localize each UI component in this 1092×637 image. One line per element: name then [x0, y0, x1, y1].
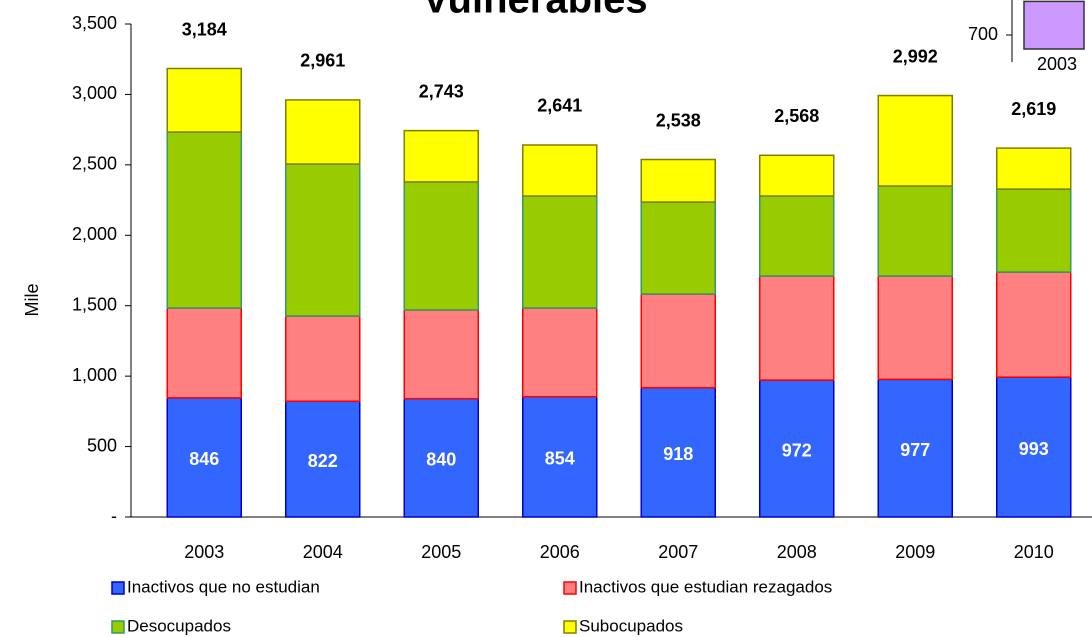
- bar-segment: [640, 386, 716, 518]
- total-label: 2,568: [774, 106, 819, 126]
- y-tick-label: 1,500: [72, 294, 117, 314]
- x-tick-label: 2003: [184, 542, 224, 562]
- x-tick-label: 2009: [895, 542, 935, 562]
- data-label: 840: [426, 450, 456, 470]
- y-tick-label: 1,000: [72, 365, 117, 385]
- x-tick-label: 2006: [540, 542, 580, 562]
- x-tick-label: 2008: [777, 542, 817, 562]
- y-axis-label: Mile: [22, 283, 42, 316]
- legend-label: Subocupados: [579, 616, 683, 635]
- total-label: 2,641: [537, 96, 582, 116]
- legend-label: Desocupados: [127, 616, 231, 635]
- x-tick-label: 2010: [1014, 542, 1054, 562]
- bar-segment: [166, 67, 242, 133]
- bar-segment: [285, 163, 361, 317]
- legend-swatch: [563, 581, 577, 595]
- data-label: 822: [308, 451, 338, 471]
- bar-segment: [996, 188, 1072, 273]
- bar-segment: [759, 379, 835, 518]
- bar-segment: [522, 144, 598, 197]
- y-tick-label: 500: [87, 435, 117, 455]
- bar-segment: [522, 307, 598, 398]
- bar-segment: [285, 315, 361, 402]
- bar-segment: [759, 275, 835, 381]
- bar-segment: [640, 158, 716, 203]
- bar-segment: [403, 397, 479, 518]
- data-label: 977: [900, 440, 930, 460]
- total-label: 2,992: [893, 46, 938, 66]
- bar-segment: [996, 271, 1072, 378]
- y-tick-label: 700: [968, 24, 998, 44]
- y-tick-label: 2,500: [72, 154, 117, 174]
- bar-segment: [640, 201, 716, 295]
- bar-segment: [166, 307, 242, 399]
- data-label: 972: [782, 440, 812, 460]
- bar-segment: [285, 400, 361, 518]
- data-label: 993: [1019, 439, 1049, 459]
- bar: [1023, 0, 1085, 50]
- data-label: 846: [189, 449, 219, 469]
- bar-segment: [877, 185, 953, 277]
- bar-segment: [759, 154, 835, 197]
- bar-segment: [996, 376, 1072, 518]
- y-tick-label: 3,000: [72, 83, 117, 103]
- y-tick-label: 2,000: [72, 224, 117, 244]
- legend-swatch: [111, 620, 125, 634]
- bar-segment: [403, 129, 479, 183]
- bar-segment: [640, 293, 716, 389]
- legend-label: Inactivos que estudian rezagados: [579, 577, 832, 596]
- legend-swatch: [111, 581, 125, 595]
- y-tick-label: 3,500: [72, 13, 117, 33]
- bar-segment: [403, 309, 479, 400]
- bar-segment: [522, 395, 598, 518]
- legend-swatch: [563, 620, 577, 634]
- bar-segment: [877, 275, 953, 381]
- x-tick-label: 2004: [303, 542, 343, 562]
- x-tick-label: 2003: [1037, 54, 1077, 74]
- bar-segment: [759, 195, 835, 277]
- bar-segment: [285, 99, 361, 165]
- bar-segment: [522, 195, 598, 309]
- data-label: 918: [663, 444, 693, 464]
- total-label: 3,184: [182, 19, 227, 39]
- bar-segment: [996, 147, 1072, 190]
- x-tick-label: 2007: [658, 542, 698, 562]
- x-tick-label: 2005: [421, 542, 461, 562]
- y-tick-label: -: [111, 506, 117, 526]
- bar-segment: [166, 131, 242, 309]
- legend-label: Inactivos que no estudian: [127, 577, 320, 596]
- chart-title: Vulnerables: [422, 0, 647, 22]
- bar-segment: [877, 378, 953, 518]
- data-label: 854: [545, 449, 575, 469]
- bar-segment: [403, 181, 479, 311]
- total-label: 2,961: [300, 51, 345, 71]
- total-label: 2,538: [656, 110, 701, 130]
- total-label: 2,619: [1011, 99, 1056, 119]
- bar-segment: [877, 94, 953, 187]
- total-label: 2,743: [419, 81, 464, 101]
